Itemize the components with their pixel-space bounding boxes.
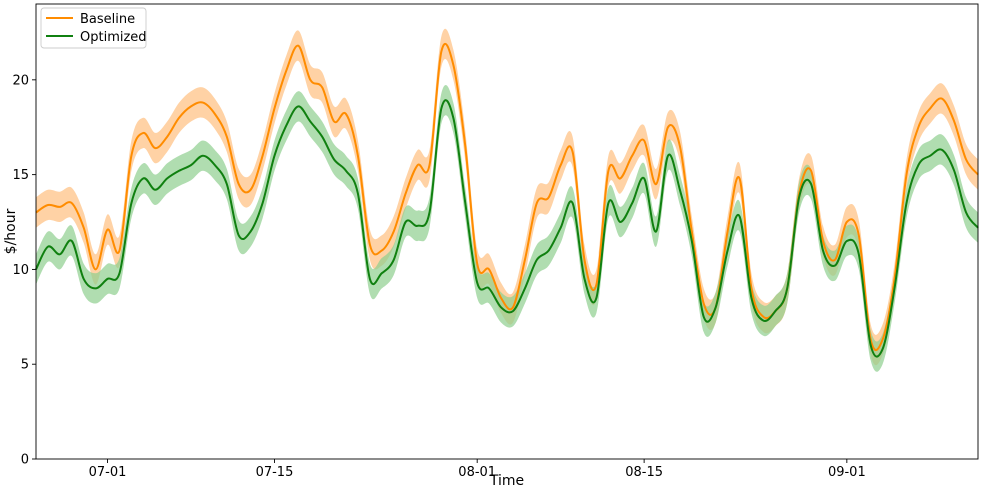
y-tick-label: 10 [12, 263, 29, 278]
series-line-optimized [35, 99, 979, 358]
x-tick-label: 07-01 [89, 465, 127, 480]
x-axis-title: Time [489, 473, 524, 488]
y-tick-label: 15 [12, 168, 29, 183]
series-line-baseline [35, 43, 979, 351]
y-tick-label: 0 [21, 453, 29, 468]
plot-area-frame [35, 3, 979, 460]
x-tick-label: 08-15 [625, 465, 663, 480]
confidence-bands [36, 28, 978, 372]
y-tick-label: 20 [12, 73, 29, 88]
series-lines [35, 43, 979, 358]
y-axis-title: $/hour [3, 208, 19, 254]
y-tick-label: 5 [21, 358, 29, 373]
band-baseline [36, 28, 978, 366]
x-tick-label: 08-01 [458, 465, 496, 480]
x-axis-ticks: 07-01 07-15 08-01 08-15 09-01 [89, 459, 866, 480]
x-tick-label: 09-01 [828, 465, 866, 480]
legend: Baseline Optimized [40, 7, 147, 49]
legend-label-optimized: Optimized [80, 30, 147, 45]
x-tick-label: 07-15 [256, 465, 294, 480]
y-axis-ticks: 0 5 10 15 20 [12, 73, 36, 468]
legend-label-baseline: Baseline [80, 12, 135, 27]
band-optimized [36, 84, 978, 372]
